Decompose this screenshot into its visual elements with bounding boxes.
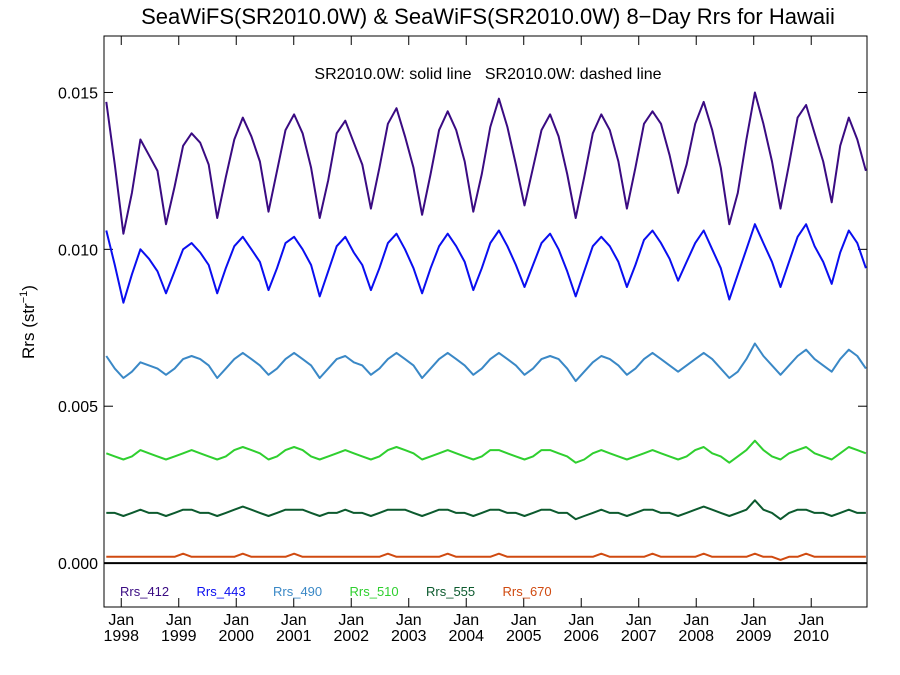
chart-annotation: SR2010.0W: solid line SR2010.0W: dashed …	[314, 66, 661, 83]
x-tick-label-month: Jan	[396, 612, 422, 629]
legend-entry-rrs_670: Rrs_670	[503, 584, 552, 599]
y-tick-label: 0.000	[58, 556, 98, 573]
series-line-rrs_670	[106, 552, 866, 561]
legend-entry-rrs_490: Rrs_490	[273, 584, 322, 599]
y-tick-label: 0.015	[58, 85, 98, 102]
chart-title: SeaWiFS(SR2010.0W) & SeaWiFS(SR2010.0W) …	[141, 4, 835, 29]
plot-area: 0.0000.0050.0100.015Jan1998Jan1999Jan200…	[58, 35, 868, 645]
legend-entry-rrs_510: Rrs_510	[350, 584, 399, 599]
series-line-rrs_490	[105, 342, 867, 383]
y-axis-label-close: )	[19, 285, 38, 291]
x-tick-label-month: Jan	[223, 612, 249, 629]
x-tick-label-month: Jan	[281, 612, 307, 629]
legend-entry-rrs_412: Rrs_412	[120, 584, 169, 599]
x-tick-label-year: 2005	[506, 628, 542, 645]
x-tick-label-year: 1999	[161, 628, 197, 645]
x-tick-label-month: Jan	[626, 612, 652, 629]
x-tick-label-month: Jan	[453, 612, 479, 629]
x-tick-label-year: 2001	[276, 628, 312, 645]
x-tick-label-year: 1998	[103, 628, 139, 645]
x-tick-label-year: 2000	[218, 628, 254, 645]
x-tick-label-year: 2009	[736, 628, 772, 645]
series-line-rrs_443	[105, 223, 867, 304]
y-axis-label-base: Rrs (str	[19, 303, 38, 359]
plot-frame	[103, 35, 868, 608]
x-tick-label-year: 2010	[793, 628, 829, 645]
x-tick-label-year: 2006	[563, 628, 599, 645]
y-axis-label-sup: −1	[18, 291, 30, 304]
y-axis-label: Rrs (str−1)	[18, 285, 38, 359]
series-line-rrs_555	[106, 499, 866, 521]
x-tick-label-year: 2002	[333, 628, 369, 645]
x-tick-label-month: Jan	[568, 612, 594, 629]
x-tick-label-year: 2008	[678, 628, 714, 645]
x-tick-label-month: Jan	[166, 612, 192, 629]
x-tick-label-month: Jan	[511, 612, 537, 629]
y-tick-label: 0.005	[58, 399, 98, 416]
series-line-rrs_412	[105, 91, 867, 235]
x-tick-label-month: Jan	[108, 612, 134, 629]
series-line-rrs_510	[105, 439, 867, 464]
x-tick-label-year: 2004	[448, 628, 484, 645]
x-tick-label-year: 2007	[621, 628, 657, 645]
x-tick-label-month: Jan	[683, 612, 709, 629]
y-tick-label: 0.010	[58, 242, 98, 259]
x-tick-label-month: Jan	[338, 612, 364, 629]
x-tick-label-month: Jan	[741, 612, 767, 629]
legend-entry-rrs_555: Rrs_555	[426, 584, 475, 599]
legend-entry-rrs_443: Rrs_443	[197, 584, 246, 599]
x-tick-label-year: 2003	[391, 628, 427, 645]
x-tick-label-month: Jan	[798, 612, 824, 629]
